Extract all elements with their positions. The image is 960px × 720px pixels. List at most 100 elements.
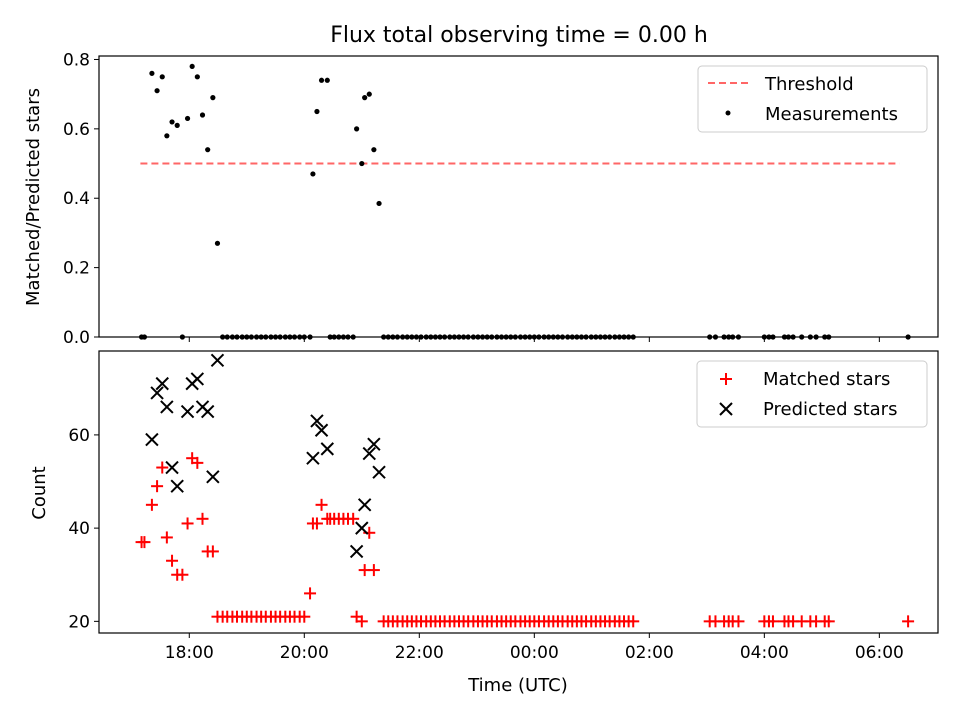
measurement-point bbox=[314, 108, 320, 115]
measurements-legend-label: Measurements bbox=[765, 104, 898, 125]
matched-star-point bbox=[627, 615, 640, 628]
ratio-y-tick-label: 0.4 bbox=[63, 189, 90, 209]
predicted-star-point bbox=[372, 465, 386, 479]
matched-star-point bbox=[156, 461, 169, 474]
measurement-point bbox=[164, 133, 170, 139]
matched-star-point bbox=[206, 545, 219, 558]
count-legend: Matched stars Predicted stars bbox=[696, 360, 928, 428]
count-x-tick-label: 22:00 bbox=[395, 643, 444, 663]
count-y-axis-label: Count bbox=[29, 466, 50, 519]
count-x-tick-label: 04:00 bbox=[740, 643, 789, 663]
predicted-star-point bbox=[145, 432, 159, 447]
measurement-point bbox=[159, 74, 165, 80]
ratio-y-tick-label: 0.2 bbox=[63, 259, 90, 279]
predicted-star-point bbox=[160, 400, 174, 414]
ratio-y-tick-label: 0.0 bbox=[63, 328, 90, 348]
count-y-tick-label: 40 bbox=[68, 519, 90, 539]
measurement-point bbox=[354, 126, 360, 132]
matched-star-point bbox=[766, 615, 779, 628]
matched-star-point bbox=[160, 531, 173, 544]
ratio-legend: Threshold Measurements bbox=[697, 65, 928, 133]
predicted-star-point bbox=[150, 386, 164, 400]
predicted-star-point bbox=[210, 353, 225, 368]
predicted-star-point bbox=[165, 460, 179, 475]
count-x-tick-label: 00:00 bbox=[510, 643, 559, 663]
count-axes-frame bbox=[98, 350, 939, 634]
ratio-y-tick-label: 0.6 bbox=[63, 120, 90, 140]
matched-star-point bbox=[191, 456, 204, 469]
count-x-tick-label: 02:00 bbox=[625, 643, 674, 663]
matched-star-point bbox=[298, 610, 311, 623]
measurement-point bbox=[169, 119, 175, 125]
matched-star-point bbox=[138, 536, 151, 549]
matched-star-point bbox=[196, 512, 209, 525]
predicted-star-point bbox=[200, 404, 215, 419]
count-legend-box bbox=[696, 360, 928, 428]
count-y-tick-label: 20 bbox=[68, 612, 90, 632]
measurement-point bbox=[371, 147, 377, 153]
count-panel: 20 40 60 18:00 20:00 22:00 00:00 02:00 04:00 06:… bbox=[29, 350, 939, 696]
predicted-star-point bbox=[310, 414, 324, 428]
x-axis-label: Time (UTC) bbox=[467, 675, 568, 696]
predicted-star-point bbox=[355, 521, 369, 535]
matched-legend-swatch bbox=[720, 373, 732, 385]
count-x-tick-label: 18:00 bbox=[165, 643, 214, 663]
measurement-point bbox=[194, 74, 200, 80]
figure-title: Flux total observing time = 0.00 h bbox=[330, 23, 708, 48]
ratio-legend-box bbox=[697, 65, 928, 133]
matched-legend-label: Matched stars bbox=[763, 369, 890, 390]
matched-star-point bbox=[902, 615, 915, 628]
ratio-y-tick-label: 0.8 bbox=[63, 50, 90, 70]
measurement-point bbox=[214, 240, 221, 246]
measurement-point bbox=[359, 160, 365, 167]
count-y-tick-label: 60 bbox=[68, 426, 90, 446]
measurement-point bbox=[376, 200, 382, 207]
measurement-point bbox=[184, 115, 191, 122]
matched-star-point bbox=[151, 480, 164, 493]
ratio-panel: 0.00.20.40.60.8 Matched/Predicted stars … bbox=[23, 50, 939, 348]
matched-star-point bbox=[181, 517, 194, 530]
predicted-star-point bbox=[306, 451, 320, 465]
predicted-star-point bbox=[206, 470, 220, 484]
matched-star-point bbox=[355, 615, 368, 628]
measurement-point bbox=[210, 95, 216, 101]
matched-star-point bbox=[145, 498, 158, 511]
ratio-x-ticks bbox=[188, 337, 880, 342]
measurement-point bbox=[174, 122, 180, 128]
matched-star-point bbox=[304, 587, 317, 600]
predicted-star-point bbox=[367, 437, 381, 451]
matched-star-point bbox=[166, 554, 179, 567]
count-y-ticks: 20 40 60 bbox=[68, 426, 99, 632]
predicted-star-point bbox=[362, 446, 376, 461]
predicted-star-point bbox=[155, 376, 169, 391]
measurement-point bbox=[310, 171, 316, 177]
measurement-point bbox=[362, 95, 368, 101]
predicted-legend-swatch bbox=[719, 402, 733, 416]
predicted-star-point bbox=[357, 498, 372, 512]
matched-star-point bbox=[732, 615, 745, 628]
matched-star-point bbox=[822, 615, 835, 628]
matched-star-point bbox=[347, 512, 360, 525]
matched-star-point bbox=[367, 564, 380, 577]
predicted-legend-label: Predicted stars bbox=[763, 399, 897, 420]
predicted-star-point bbox=[190, 372, 205, 386]
threshold-legend-label: Threshold bbox=[764, 74, 854, 95]
ratio-y-axis-label: Matched/Predicted stars bbox=[23, 88, 44, 306]
count-plot-area bbox=[135, 353, 915, 628]
measurements-legend-swatch bbox=[725, 110, 731, 116]
count-x-tick-label: 20:00 bbox=[280, 643, 329, 663]
predicted-star-point bbox=[180, 404, 195, 419]
ratio-y-ticks: 0.0 0.2 0.4 0.6 0.8 bbox=[63, 50, 99, 348]
predicted-star-point bbox=[314, 423, 329, 437]
matched-star-point bbox=[176, 568, 189, 581]
measurement-point bbox=[324, 77, 330, 83]
predicted-star-point bbox=[349, 544, 364, 559]
measurement-point bbox=[205, 147, 211, 153]
matched-star-point bbox=[310, 517, 323, 530]
measurement-point bbox=[189, 63, 195, 70]
measurement-point bbox=[199, 112, 206, 118]
count-x-tick-label: 06:00 bbox=[855, 643, 904, 663]
predicted-star-point bbox=[170, 479, 184, 493]
matched-star-point bbox=[315, 498, 328, 511]
